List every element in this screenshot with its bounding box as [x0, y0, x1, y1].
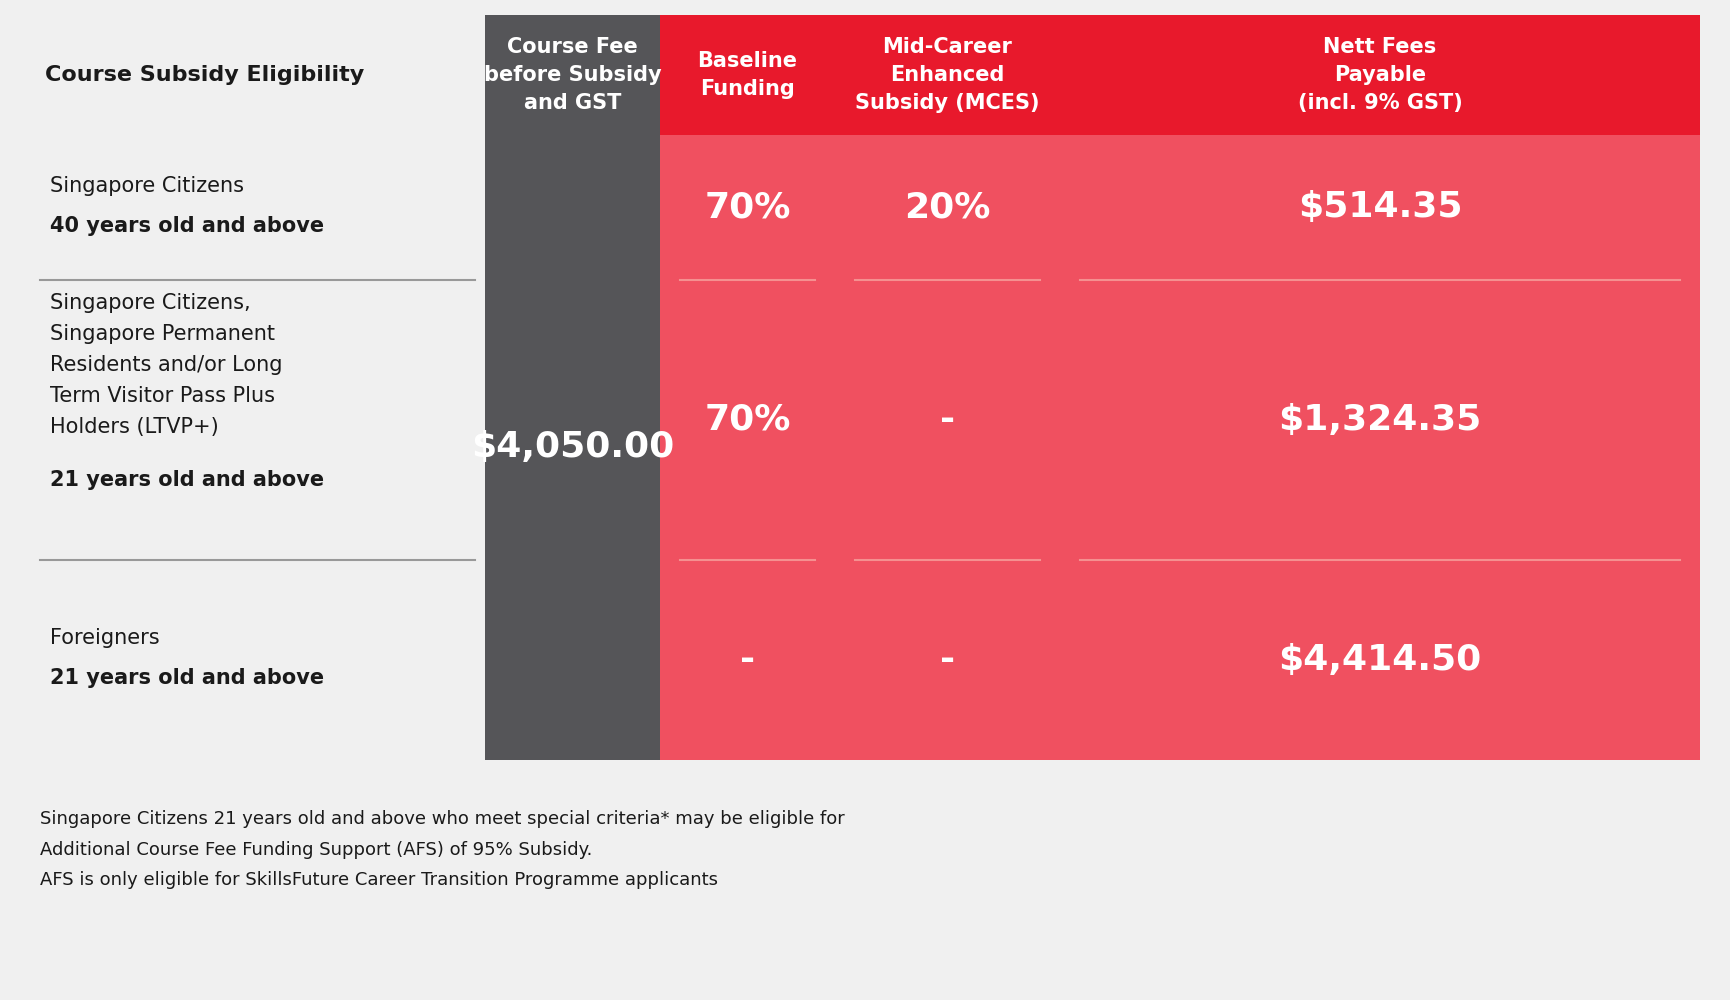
Bar	[661, 15, 836, 135]
Text: Singapore Citizens: Singapore Citizens	[50, 176, 244, 196]
Text: 70%: 70%	[704, 403, 791, 437]
Bar	[1060, 15, 1701, 135]
Bar	[1060, 135, 1701, 760]
Bar	[484, 15, 661, 135]
Text: 70%: 70%	[704, 190, 791, 225]
Text: Course Subsidy Eligibility: Course Subsidy Eligibility	[45, 65, 365, 85]
Text: Singapore Citizens,
Singapore Permanent
Residents and/or Long
Term Visitor Pass : Singapore Citizens, Singapore Permanent …	[50, 293, 282, 437]
Text: $4,414.50: $4,414.50	[1278, 643, 1481, 677]
Text: -: -	[939, 643, 955, 677]
Bar	[661, 135, 836, 760]
Text: Singapore Citizens 21 years old and above who meet special criteria* may be elig: Singapore Citizens 21 years old and abov…	[40, 810, 844, 889]
Text: 21 years old and above: 21 years old and above	[50, 470, 324, 490]
Text: Foreigners: Foreigners	[50, 628, 159, 648]
Text: Course Fee
before Subsidy
and GST: Course Fee before Subsidy and GST	[484, 37, 661, 113]
Text: Baseline
Funding: Baseline Funding	[697, 51, 798, 99]
Text: $514.35: $514.35	[1298, 190, 1462, 225]
Text: -: -	[939, 403, 955, 437]
Bar	[484, 135, 661, 760]
Text: Nett Fees
Payable
(incl. 9% GST): Nett Fees Payable (incl. 9% GST)	[1298, 37, 1462, 113]
Text: Mid-Career
Enhanced
Subsidy (MCES): Mid-Career Enhanced Subsidy (MCES)	[855, 37, 1040, 113]
Text: 20%: 20%	[905, 190, 991, 225]
Bar	[836, 15, 1060, 135]
Text: 21 years old and above: 21 years old and above	[50, 668, 324, 688]
Text: 40 years old and above: 40 years old and above	[50, 216, 324, 235]
Text: $1,324.35: $1,324.35	[1278, 403, 1481, 437]
Text: -: -	[740, 643, 754, 677]
Bar	[836, 135, 1060, 760]
Text: $4,050.00: $4,050.00	[471, 430, 675, 464]
